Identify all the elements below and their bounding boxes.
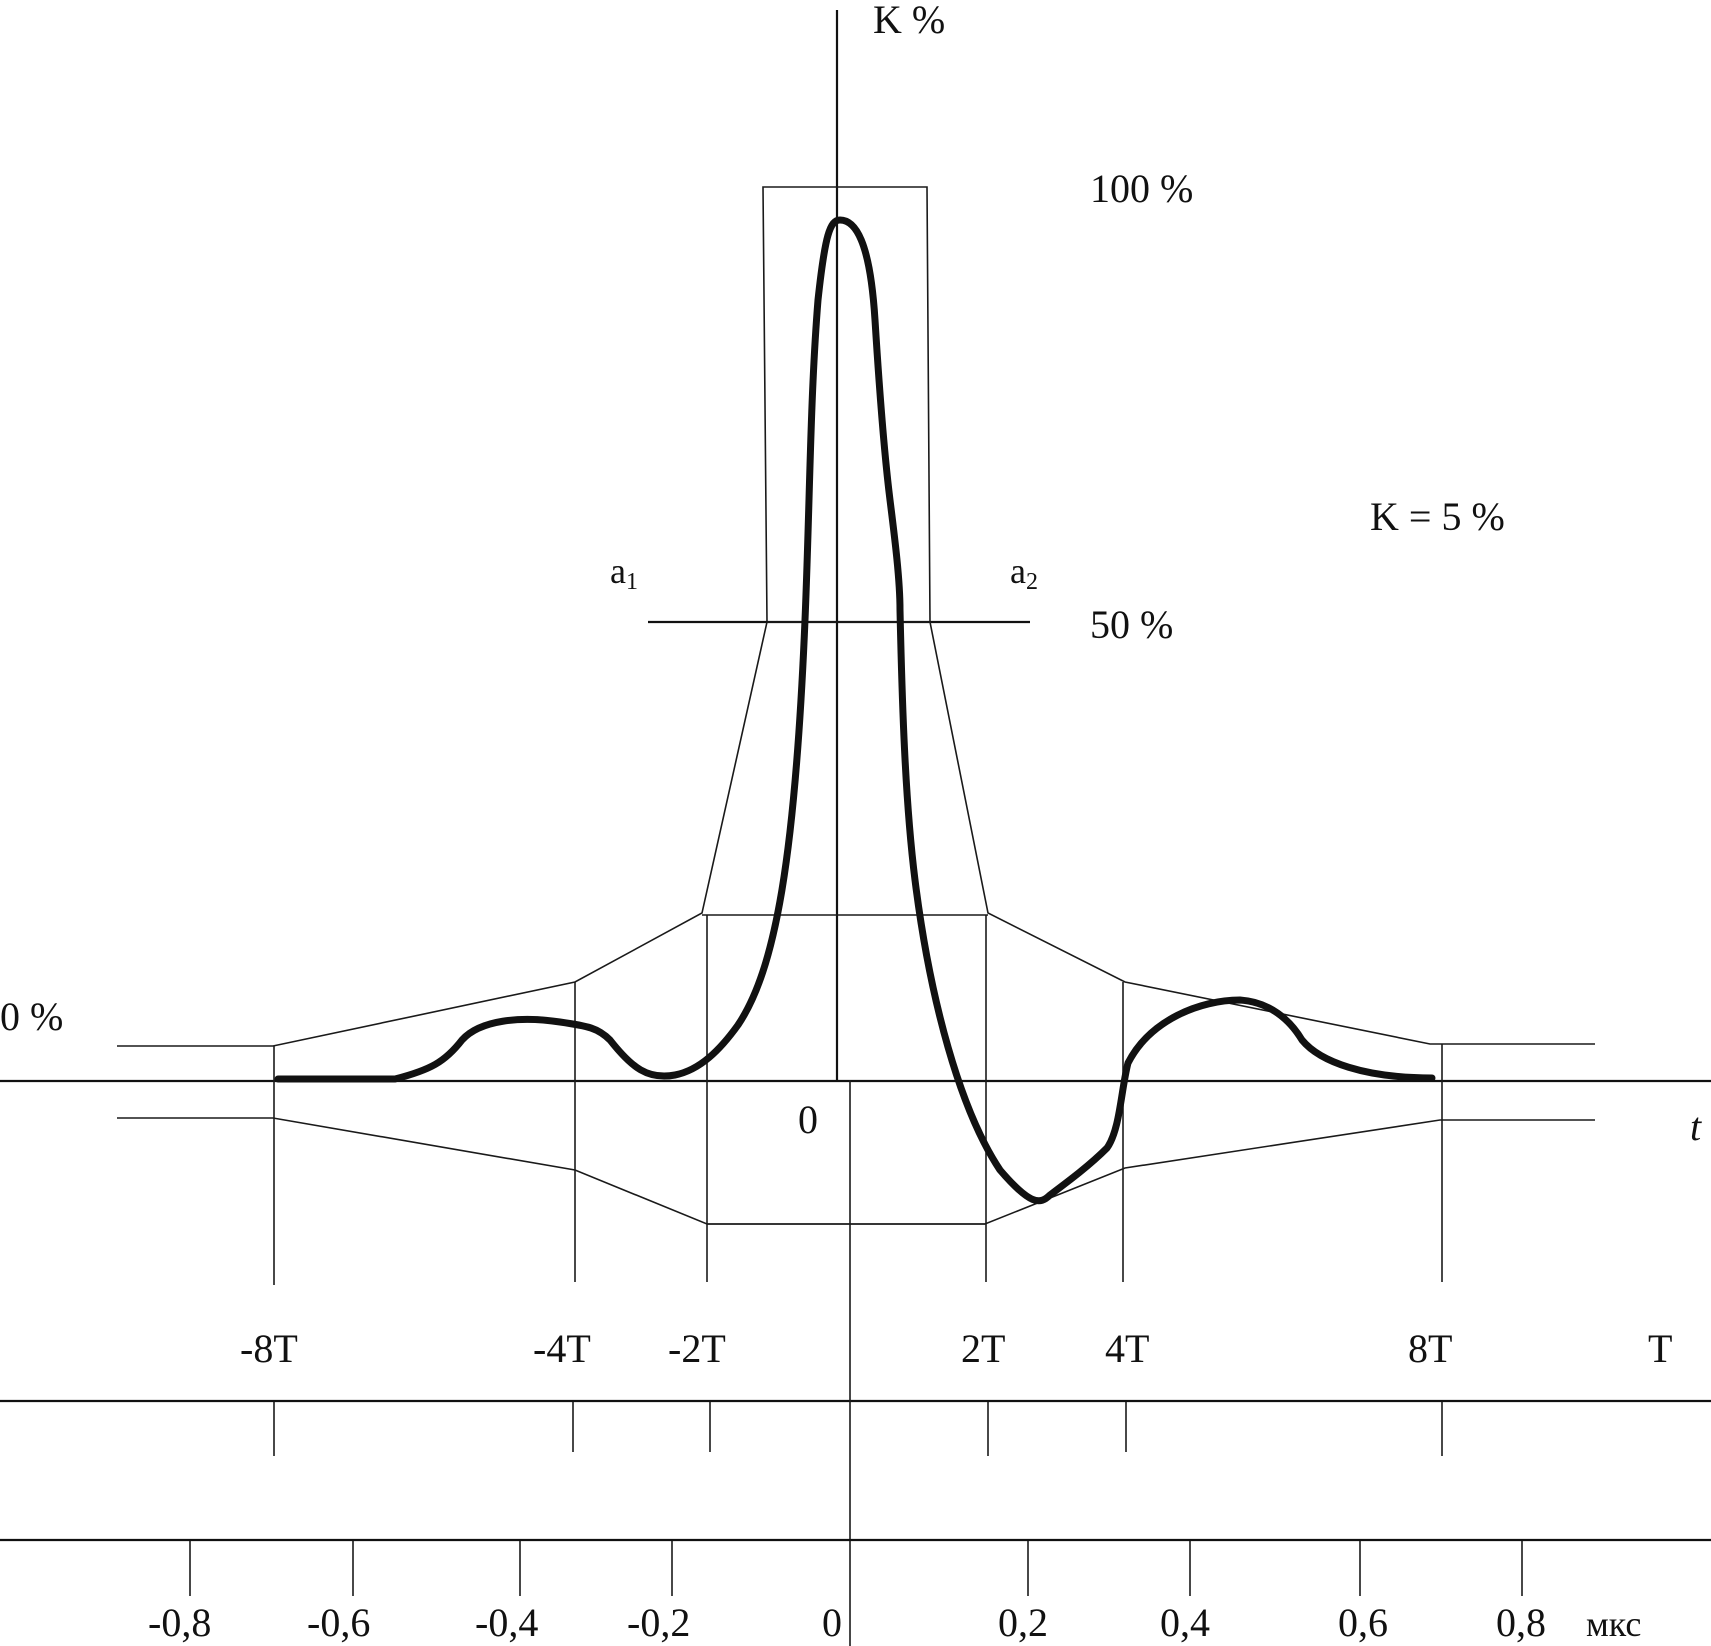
a2-subscript: 2: [1026, 569, 1038, 595]
us-tick-label: -0,6: [307, 1600, 370, 1645]
t-axis-label: t: [1690, 1104, 1702, 1149]
label-50-percent: 50 %: [1090, 602, 1173, 647]
k-value-label: K = 5 %: [1370, 494, 1505, 539]
pulse-response-curve: [274, 216, 1436, 1205]
us-tick-label: 0,4: [1160, 1600, 1210, 1645]
t-row-ticks: [273, 1402, 1443, 1456]
us-tick-label: -0,2: [627, 1600, 690, 1645]
t-gridlines: [273, 915, 1443, 1285]
us-tick-label: -0,4: [475, 1600, 538, 1645]
label-0-percent: 0 %: [0, 994, 63, 1039]
us-tick-label: -0,8: [148, 1600, 211, 1645]
peak-tolerance-box: [762, 186, 931, 623]
t-tick-label: 2T: [961, 1326, 1005, 1371]
origin-label: 0: [798, 1097, 818, 1142]
upper-tolerance-envelope: [117, 621, 1595, 1047]
us-unit-label: мкс: [1586, 1604, 1641, 1644]
a1-subscript: 1: [626, 569, 638, 595]
t-tick-label: -4T: [533, 1326, 591, 1371]
t-tick-label: -8T: [240, 1326, 298, 1371]
a1-label: a1: [610, 551, 638, 595]
t-tick-label: 4T: [1105, 1326, 1149, 1371]
t-row-unit-label: T: [1648, 1326, 1672, 1371]
a1-letter: a: [610, 551, 626, 591]
t-tick-label: -2T: [668, 1326, 726, 1371]
a2-letter: a: [1010, 551, 1026, 591]
t-tick-label: 8T: [1408, 1326, 1452, 1371]
a2-label: a2: [1010, 551, 1038, 595]
label-100-percent: 100 %: [1090, 166, 1193, 211]
us-tick-labels: -0,8 -0,6 -0,4 -0,2 0 0,2 0,4 0,6 0,8: [148, 1600, 1546, 1645]
t-tick-labels: -8T -4T -2T 2T 4T 8T: [240, 1326, 1452, 1371]
k-axis-label: K %: [873, 0, 945, 42]
us-tick-label: 0,8: [1496, 1600, 1546, 1645]
lower-tolerance-envelope: [117, 1117, 1595, 1225]
us-tick-label: 0,6: [1338, 1600, 1388, 1645]
us-tick-label: 0,2: [998, 1600, 1048, 1645]
us-ticks: [189, 1541, 1523, 1596]
us-tick-label: 0: [822, 1600, 842, 1645]
